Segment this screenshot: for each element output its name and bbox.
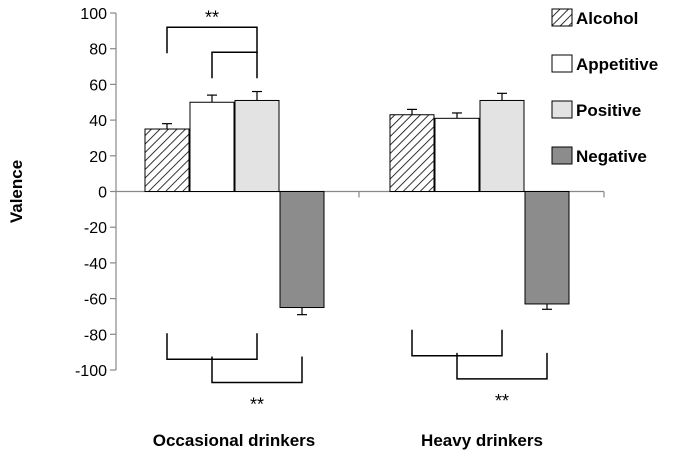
significance-bracket: [211, 51, 258, 79]
significance-label: **: [205, 7, 219, 27]
legend-swatch: [551, 54, 573, 73]
bar: [434, 117, 480, 192]
y-tick-label: -60: [84, 292, 107, 309]
bar: [389, 114, 435, 192]
significance-annotations: ** ** **: [166, 7, 548, 414]
y-axis-title: Valence: [7, 160, 26, 223]
bar: [479, 99, 525, 192]
y-tick-label: 100: [80, 6, 107, 23]
y-tick-label: 80: [89, 42, 107, 59]
significance-bracket: [411, 329, 503, 357]
legend: Alcohol Appetitive Positive Negative: [551, 8, 658, 166]
bar: [144, 128, 190, 192]
y-tick-label: 20: [89, 149, 107, 166]
significance-bracket: [211, 356, 303, 384]
legend-label: Alcohol: [576, 9, 638, 28]
y-tick-label: -40: [84, 256, 107, 273]
category-label: Heavy drinkers: [421, 431, 543, 450]
bars: [144, 90, 570, 316]
legend-label: Negative: [576, 147, 647, 166]
significance-label: **: [250, 394, 264, 414]
significance-label: **: [495, 391, 509, 411]
y-tick-label: 0: [98, 185, 107, 202]
y-tick-label: -100: [75, 363, 107, 380]
legend-swatch: [551, 146, 573, 165]
y-tick-label: -80: [84, 327, 107, 344]
legend-label: Positive: [576, 101, 641, 120]
bar: [234, 99, 280, 192]
legend-swatch: [551, 100, 573, 119]
y-tick-label: 60: [89, 77, 107, 94]
legend-swatch: [551, 8, 573, 27]
y-tick-label: -20: [84, 220, 107, 237]
bar: [189, 101, 235, 192]
significance-bracket: [456, 352, 548, 380]
bar: [279, 191, 325, 309]
category-label: Occasional drinkers: [153, 431, 316, 450]
y-tick-label: 40: [89, 113, 107, 130]
axes: 100 80 60 40 20 0 -20 -40 -60 -80 -100 Valence Occas…: [7, 6, 605, 450]
bar: [524, 191, 570, 305]
legend-label: Appetitive: [576, 55, 658, 74]
significance-bracket: [166, 333, 258, 361]
significance-bracket: [166, 26, 258, 54]
